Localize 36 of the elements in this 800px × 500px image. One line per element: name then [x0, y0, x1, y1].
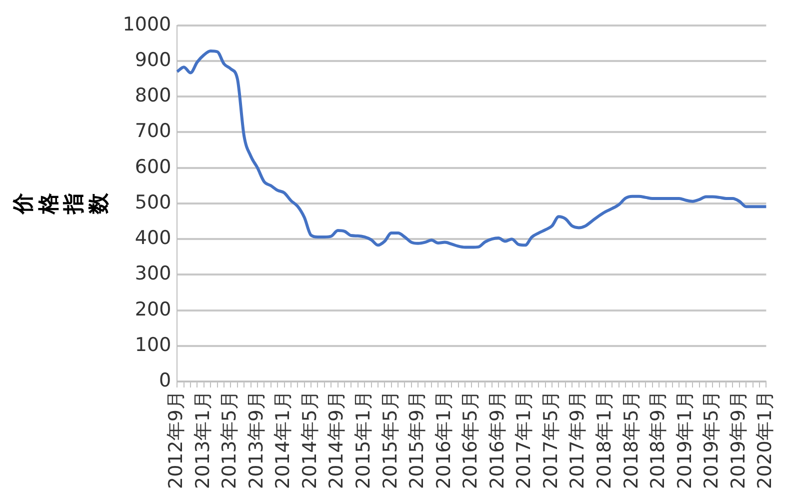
x-tick-label: 2016年5月: [460, 390, 482, 490]
y-tick-label: 400: [134, 227, 172, 250]
x-tick-label: 2019年1月: [674, 390, 696, 490]
y-tick-label: 200: [134, 298, 172, 320]
x-tick-label: 2014年1月: [272, 390, 294, 490]
line-series: [176, 50, 768, 249]
x-tick-label: 2014年9月: [326, 390, 348, 490]
y-tick-label: 0: [159, 369, 172, 392]
y-tick-label: 800: [134, 84, 172, 107]
x-tick-label: 2015年1月: [352, 390, 375, 490]
x-tick-label: 2012年9月: [165, 390, 188, 490]
x-tick-label: 2018年5月: [620, 390, 642, 490]
y-tick-label: 100: [134, 334, 172, 356]
x-tick-label: 2020年1月: [754, 390, 776, 490]
x-tick-label: 2013年5月: [218, 390, 241, 490]
x-tick-label: 2015年5月: [379, 390, 402, 490]
y-tick-label: 1000: [122, 13, 172, 36]
x-tick-label: 2019年9月: [727, 390, 750, 490]
x-tick-label: 2018年1月: [593, 390, 616, 490]
y-tick-label: 700: [134, 120, 172, 142]
y-tick-label: 500: [134, 191, 172, 214]
x-tick-label: 2017年5月: [540, 390, 562, 490]
x-tick-label: 2016年1月: [432, 390, 455, 490]
y-axis-title: 价格指数: [11, 192, 111, 215]
x-tick-label: 2017年9月: [566, 390, 589, 490]
x-tick-label: 2018年9月: [647, 390, 670, 490]
x-tick-label: 2013年1月: [192, 390, 214, 490]
x-tick-label: 2015年9月: [406, 390, 428, 490]
x-tick-label: 2017年1月: [513, 390, 536, 490]
x-tick-label: 2013年9月: [245, 390, 268, 490]
x-tick-label: 2019年5月: [700, 390, 723, 490]
x-tick-label: 2016年9月: [486, 390, 508, 490]
x-tick-label: 2014年5月: [298, 390, 321, 490]
y-tick-label: 600: [134, 156, 172, 178]
y-tick-label: 900: [134, 48, 172, 71]
y-tick-label: 300: [134, 262, 172, 285]
